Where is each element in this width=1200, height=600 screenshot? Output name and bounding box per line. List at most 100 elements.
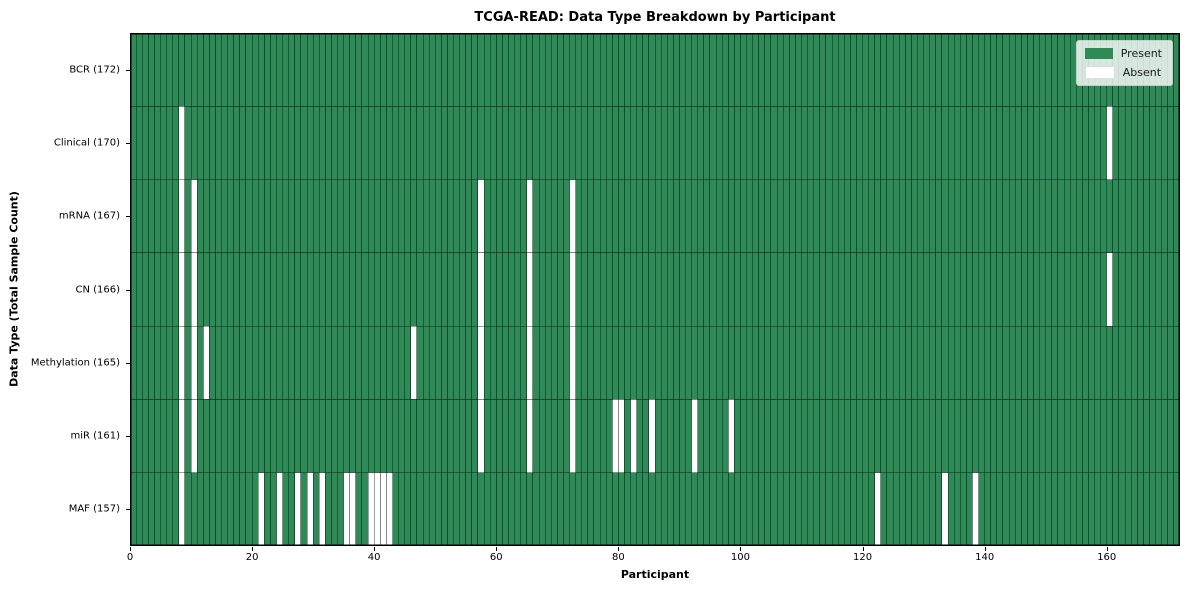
heatmap-cell	[264, 325, 271, 400]
heatmap-cell	[1027, 472, 1034, 546]
heatmap-cell	[1082, 399, 1089, 473]
heatmap-cell	[758, 33, 766, 107]
heatmap-cell	[1167, 106, 1175, 180]
heatmap-cell	[996, 325, 1004, 400]
heatmap-cell	[209, 472, 216, 546]
heatmap-cell	[264, 33, 271, 107]
heatmap-cell	[416, 106, 424, 180]
heatmap-cell	[605, 472, 613, 546]
heatmap-cell	[691, 472, 698, 546]
heatmap-cell	[386, 252, 393, 327]
heatmap-cell	[850, 252, 857, 327]
heatmap-cell	[819, 325, 827, 400]
heatmap-cell	[624, 472, 631, 546]
heatmap-cell	[276, 472, 283, 546]
heatmap-cell	[569, 179, 576, 254]
heatmap-cell	[557, 399, 564, 473]
heatmap-cell	[288, 33, 296, 107]
heatmap-cell	[1143, 252, 1150, 327]
heatmap-cell	[1014, 325, 1022, 400]
heatmap-cell	[630, 399, 637, 473]
heatmap-cell	[471, 252, 479, 327]
heatmap-cell	[312, 252, 320, 327]
heatmap-cell	[331, 106, 338, 180]
heatmap-cell	[514, 399, 521, 473]
heatmap-cell	[947, 399, 955, 473]
heatmap-cell	[386, 106, 393, 180]
heatmap-cell	[862, 399, 869, 473]
heatmap-cell	[1063, 252, 1071, 327]
heatmap-cell	[459, 252, 467, 327]
heatmap-cell	[245, 325, 253, 400]
heatmap-cell	[1039, 33, 1046, 107]
heatmap-cell	[294, 252, 302, 327]
heatmap-cell	[1051, 472, 1059, 546]
heatmap-cell	[1143, 399, 1150, 473]
heatmap-cell	[416, 179, 424, 254]
heatmap-cell	[630, 179, 637, 254]
heatmap-cell	[1051, 325, 1059, 400]
heatmap-cell	[959, 399, 967, 473]
ytick-label-clinical: Clinical (170)	[53, 137, 120, 149]
heatmap-cell	[148, 33, 155, 107]
heatmap-cell	[282, 399, 289, 473]
heatmap-cell	[1112, 472, 1120, 546]
heatmap-cell	[917, 252, 924, 327]
heatmap-cell	[184, 106, 192, 180]
heatmap-cell	[801, 325, 808, 400]
heatmap-cell	[251, 325, 259, 400]
heatmap-cell	[270, 252, 277, 327]
heatmap-cell	[331, 472, 338, 546]
heatmap-cell	[172, 106, 180, 180]
heatmap-cell	[288, 179, 296, 254]
heatmap-cell	[1033, 106, 1040, 180]
heatmap-cell	[1137, 399, 1144, 473]
heatmap-cell	[257, 106, 265, 180]
heatmap-cell	[1069, 106, 1077, 180]
heatmap-cell	[892, 179, 900, 254]
heatmap-cell	[978, 472, 985, 546]
heatmap-cell	[776, 399, 784, 473]
heatmap-cell	[1088, 179, 1095, 254]
heatmap-cell	[850, 179, 857, 254]
heatmap-cell	[593, 252, 601, 327]
heatmap-cell	[453, 252, 460, 327]
heatmap-cell	[673, 472, 680, 546]
heatmap-cell	[1161, 472, 1169, 546]
heatmap-cell	[795, 325, 802, 400]
heatmap-cell	[959, 179, 967, 254]
heatmap-cell	[905, 325, 912, 400]
heatmap-cell	[886, 33, 894, 107]
heatmap-cell	[636, 106, 644, 180]
heatmap-cell	[1130, 472, 1138, 546]
heatmap-cell	[654, 252, 662, 327]
xtick-label-80: 80	[611, 552, 625, 563]
heatmap-cell	[740, 106, 747, 180]
heatmap-cell	[398, 399, 405, 473]
heatmap-cell	[1143, 325, 1150, 400]
heatmap-cell	[782, 472, 790, 546]
heatmap-cell	[923, 33, 930, 107]
heatmap-cell	[465, 179, 473, 254]
heatmap-cell	[929, 472, 937, 546]
heatmap-cell	[251, 33, 259, 107]
heatmap-cell	[801, 399, 808, 473]
heatmap-cell	[434, 472, 442, 546]
heatmap-cell	[1112, 252, 1120, 327]
heatmap-cell	[1033, 179, 1040, 254]
heatmap-cell	[715, 325, 723, 400]
heatmap-cell	[923, 325, 930, 400]
heatmap-cell	[636, 399, 644, 473]
heatmap-cell	[624, 325, 631, 400]
heatmap-cell	[233, 472, 241, 546]
heatmap-cell	[795, 179, 802, 254]
heatmap-cell	[715, 106, 723, 180]
xtick-mark	[984, 547, 986, 551]
heatmap-cell	[929, 399, 937, 473]
heatmap-cell	[862, 33, 869, 107]
xtick-mark	[862, 547, 864, 551]
heatmap-cell	[422, 325, 430, 400]
heatmap-cell	[514, 325, 521, 400]
heatmap-cell	[905, 106, 912, 180]
heatmap-cell	[160, 33, 167, 107]
